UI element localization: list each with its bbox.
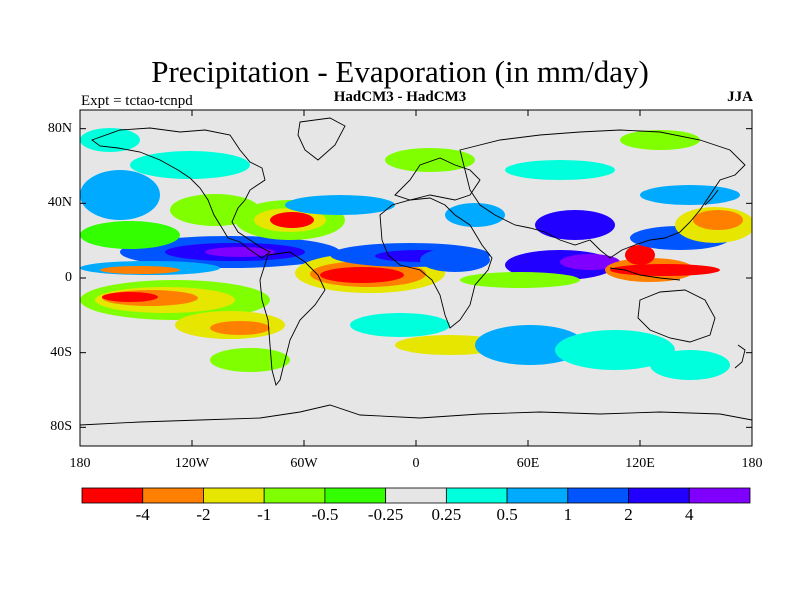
field-patch — [385, 148, 475, 172]
colorbar-label: -0.5 — [311, 505, 339, 524]
precip-evap-field — [80, 128, 752, 380]
field-patch — [640, 185, 740, 205]
field-patch — [205, 247, 275, 257]
field-patch — [650, 350, 730, 380]
colorbar-label: 2 — [624, 505, 633, 524]
x-tick-label: 120W — [174, 456, 210, 471]
colorbar-label: 0.5 — [496, 505, 518, 524]
colorbar-swatch — [324, 487, 387, 504]
field-patch — [420, 248, 490, 272]
coastline-greenland — [297, 117, 346, 161]
coastline-antarctica — [80, 404, 752, 426]
x-tick-label: 180 — [741, 456, 763, 471]
field-patch — [320, 267, 404, 283]
x-axis-ticks — [79, 110, 753, 446]
coastline-europe — [394, 157, 481, 201]
x-tick-label: 0 — [412, 456, 420, 471]
field-patch — [130, 151, 250, 179]
coastline-indonesia — [609, 267, 681, 281]
coastline-north-america — [91, 127, 271, 259]
field-patch — [210, 321, 270, 335]
y-tick-label: 0 — [65, 270, 72, 285]
coastline-asia — [459, 129, 746, 259]
coastline-new-zealand — [734, 344, 746, 369]
field-patch — [80, 128, 140, 152]
model-comparison-label: HadCM3 - HadCM3 — [333, 89, 467, 105]
field-patch — [560, 254, 620, 270]
colorbar-swatch — [203, 487, 265, 504]
colorbar-swatch — [263, 487, 326, 504]
field-patch — [535, 210, 615, 240]
map-field — [80, 110, 752, 446]
x-tick-label: 60W — [290, 456, 318, 471]
field-patch — [210, 348, 290, 372]
colorbar-swatch — [567, 487, 629, 504]
field-patch — [285, 195, 395, 215]
field-patch — [625, 245, 655, 265]
colorbar-swatch — [506, 487, 569, 504]
map-title: Precipitation - Evaporation (in mm/day) — [151, 54, 649, 89]
colorbar-swatch — [81, 487, 144, 504]
colorbar — [81, 487, 751, 504]
y-tick-label: 80N — [47, 120, 72, 136]
field-patch — [445, 203, 505, 227]
coastline-japan — [704, 189, 719, 206]
field-patch — [270, 212, 314, 228]
colorbar-label: -1 — [257, 505, 272, 524]
colorbar-label: 4 — [685, 505, 694, 524]
field-patch — [460, 272, 580, 288]
colorbar-swatch — [628, 487, 690, 504]
colorbar-label: -0.25 — [367, 505, 404, 524]
field-patch — [620, 130, 700, 150]
y-axis-ticks — [80, 128, 752, 428]
colorbar-label: 1 — [563, 505, 573, 524]
field-patch — [100, 266, 180, 274]
field-patch — [693, 210, 743, 230]
field-patch — [350, 313, 450, 337]
field-patch — [505, 160, 615, 180]
field-patch — [80, 221, 180, 249]
y-tick-label: 80S — [50, 419, 72, 435]
colorbar-label: 0.25 — [431, 505, 462, 524]
y-tick-label: 40N — [47, 195, 72, 211]
field-patch — [610, 264, 720, 276]
coastline-africa-europe — [379, 197, 493, 329]
field-patch — [555, 330, 675, 370]
field-patch — [80, 170, 160, 220]
colorbar-label: -4 — [135, 505, 150, 524]
x-tick-label: 120E — [625, 456, 655, 471]
coastlines — [80, 117, 752, 426]
y-tick-label: 40S — [50, 344, 72, 360]
colorbar-swatch — [385, 487, 447, 504]
colorbar-swatch — [688, 487, 751, 504]
coastline-australia — [637, 289, 716, 343]
field-patch — [102, 292, 158, 302]
colorbar-swatch — [142, 487, 204, 504]
coastline-south-america — [259, 251, 326, 386]
x-tick-label: 180 — [69, 456, 91, 471]
season-label: JJA — [727, 89, 753, 105]
x-tick-label: 60E — [516, 456, 540, 471]
experiment-label: Expt = tctao-tcnpd — [81, 93, 193, 109]
colorbar-label: -2 — [196, 505, 211, 524]
colorbar-swatch — [445, 487, 508, 504]
